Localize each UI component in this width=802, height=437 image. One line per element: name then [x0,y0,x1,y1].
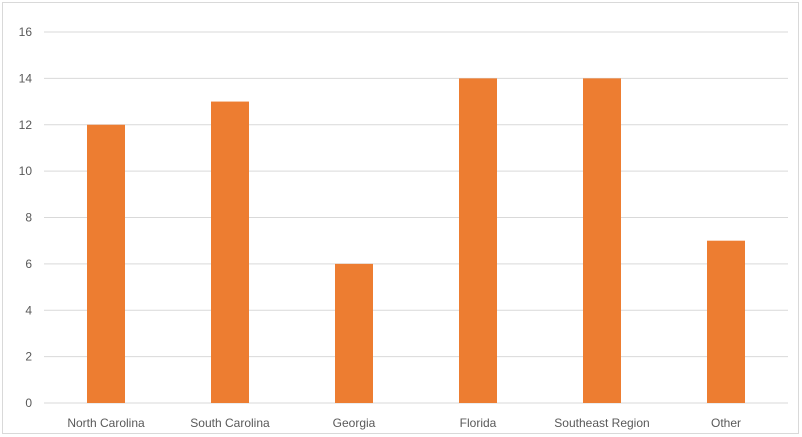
bar-1 [211,101,249,403]
y-tick-label-5: 10 [19,164,33,178]
bar-3 [459,78,497,403]
grid-lines [44,31,788,404]
y-tick-label-3: 6 [25,257,32,271]
y-tick-label-7: 14 [19,71,33,85]
bar-2 [335,263,373,403]
x-axis-tick-labels: North Carolina South Carolina Georgia Flori… [67,416,741,430]
x-tick-label-5: Other [711,416,741,430]
y-tick-label-6: 12 [19,118,33,132]
y-tick-label-8: 16 [19,25,33,39]
y-tick-label-4: 8 [25,211,32,225]
x-tick-label-4: Southeast Region [554,416,649,430]
x-tick-label-3: Florida [460,416,497,430]
y-axis-tick-labels: 0 2 4 6 8 10 12 14 16 [19,25,33,410]
y-tick-label-1: 2 [25,350,32,364]
bar-5 [707,240,745,403]
x-tick-label-1: South Carolina [190,416,270,430]
bar-4 [583,78,621,403]
x-tick-label-0: North Carolina [67,416,145,430]
y-tick-label-0: 0 [25,396,32,410]
bar-0 [87,124,125,403]
bars [87,78,745,403]
y-tick-label-2: 4 [25,303,32,317]
x-tick-label-2: Georgia [333,416,376,430]
